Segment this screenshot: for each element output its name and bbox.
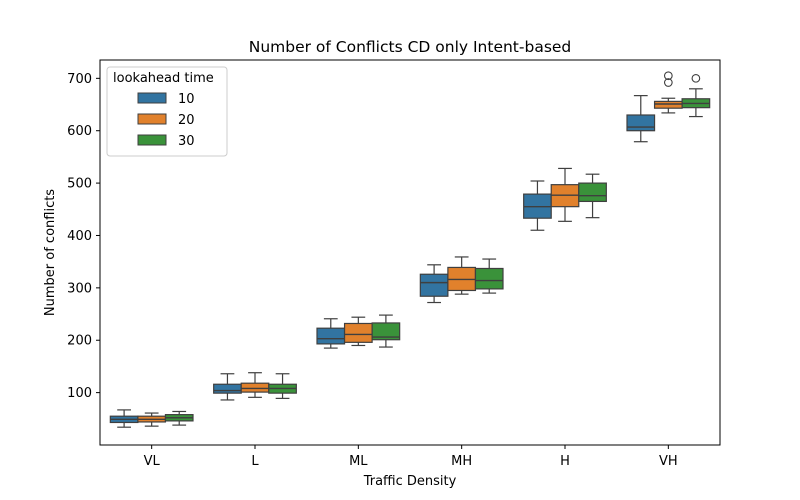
outlier-point [663,78,673,87]
box-series-30-VL [164,410,194,426]
box-series-30-MH [474,258,504,294]
y-tick-label: 700 [67,72,92,87]
legend-entry-label: 30 [178,134,195,149]
x-tick-label: MH [451,454,472,469]
legend: lookahead time 10 20 30 [106,66,228,157]
legend-entry-label: 20 [178,113,195,128]
box-series-10-VH [626,95,656,143]
box [578,182,607,203]
plot-frame [99,59,721,446]
y-tick-label: 200 [67,334,92,349]
box [371,322,401,341]
box [653,100,683,109]
x-tick-label: H [560,454,570,469]
x-tick-label: L [251,454,259,469]
box-series-30-ML [371,314,401,348]
box [316,327,346,345]
y-tick-label: 500 [67,177,92,192]
y-axis-label: Number of conflicts [43,189,58,316]
x-axis-label: Traffic Density [363,474,457,489]
outlier-point [663,71,673,81]
box [213,383,242,394]
box [474,267,504,290]
y-tick-label: 600 [67,124,92,139]
box-series-30-H [578,173,607,219]
plot-area: 100 200 300 400 500 600 700 VL L ML MH H VH [67,71,711,469]
box [419,273,449,297]
chart-title: Number of Conflicts CD only Intent-based [249,38,572,56]
box [240,382,270,393]
legend-title: lookahead time [113,71,214,86]
box-series-30-L [268,373,297,399]
legend-swatch [137,134,167,146]
x-tick-label: VH [659,454,678,469]
box-series-10-H [523,180,552,231]
box-series-20-MH [447,256,477,295]
legend-entry-label: 10 [178,92,195,107]
x-tick-label: ML [349,454,368,469]
box-series-10-ML [316,318,346,349]
legend-frame [106,66,228,157]
box [626,114,656,132]
box-series-10-MH [419,264,449,304]
y-tick-label: 100 [67,386,92,401]
box-series-30-VH [681,73,711,118]
legend-swatch [137,92,167,104]
outlier-point [691,73,701,83]
legend-swatch [137,113,167,125]
y-tick-label: 400 [67,229,92,244]
y-tick-label: 300 [67,281,92,296]
box-series-20-L [240,372,270,398]
box-series-20-ML [343,316,373,347]
box [343,322,373,343]
box-series-20-VH [653,71,683,114]
x-tick-label: VL [144,454,161,469]
